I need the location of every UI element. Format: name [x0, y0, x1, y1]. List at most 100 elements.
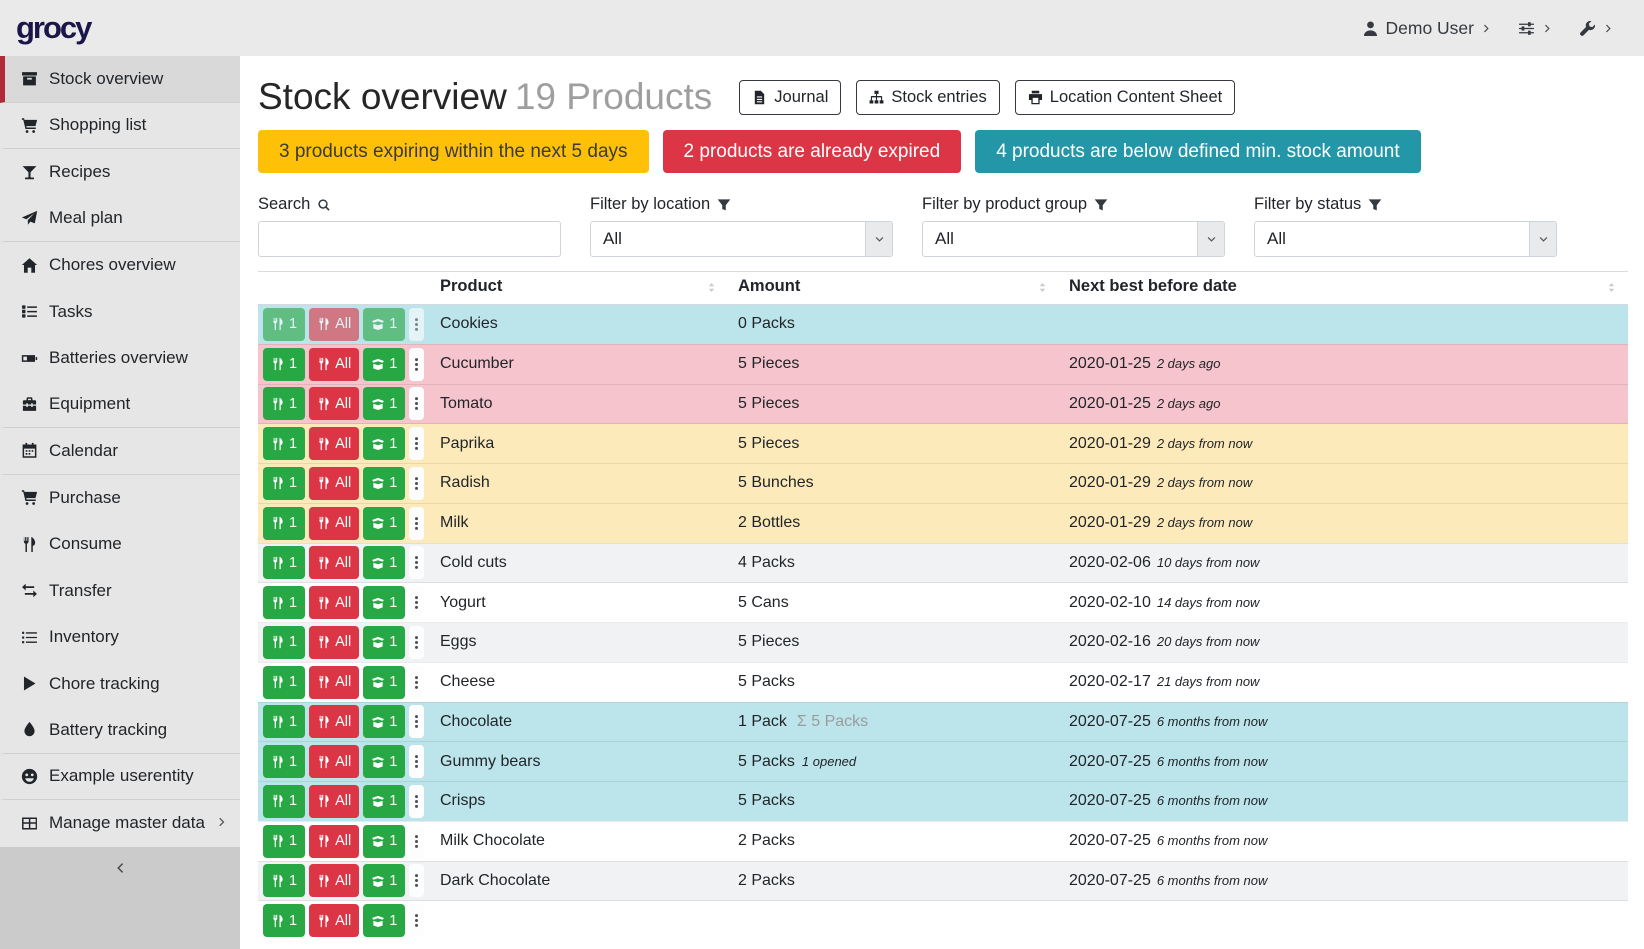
sidebar-item[interactable]: Shopping list — [0, 103, 240, 149]
sidebar-item[interactable]: Equipment — [0, 382, 240, 428]
sidebar-item[interactable]: Recipes — [0, 149, 240, 196]
sidebar-item[interactable]: Meal plan — [0, 196, 240, 242]
open-one-button[interactable]: 1 — [363, 625, 406, 659]
sidebar-item[interactable]: Inventory — [0, 614, 240, 661]
search-input[interactable] — [258, 221, 561, 257]
location-content-sheet-button[interactable]: Location Content Sheet — [1014, 79, 1236, 115]
column-header[interactable]: Product — [430, 271, 728, 305]
consume-all-button[interactable]: All — [309, 387, 360, 421]
consume-all-button[interactable]: All — [309, 427, 360, 461]
angle-left-icon[interactable] — [113, 861, 127, 949]
row-menu-button[interactable] — [409, 625, 425, 659]
location-filter-select[interactable]: All — [590, 221, 893, 257]
consume-all-button[interactable]: All — [309, 904, 360, 938]
open-one-button[interactable]: 1 — [363, 705, 406, 739]
column-header[interactable]: Amount — [728, 271, 1059, 305]
row-menu-button[interactable] — [409, 784, 425, 818]
consume-one-button[interactable]: 1 — [263, 546, 306, 580]
sidebar-item[interactable]: Example userentity — [0, 754, 240, 800]
row-menu-button[interactable] — [409, 904, 425, 938]
row-menu-button[interactable] — [409, 506, 425, 540]
open-one-button[interactable]: 1 — [363, 745, 406, 779]
consume-all-button[interactable]: All — [309, 824, 360, 858]
consume-one-button[interactable]: 1 — [263, 586, 306, 620]
open-one-button[interactable]: 1 — [363, 864, 406, 898]
consume-one-button[interactable]: 1 — [263, 784, 306, 818]
sidebar-item[interactable]: Manage master data — [0, 800, 240, 847]
sidebar-item[interactable]: Purchase — [0, 475, 240, 522]
row-menu-button[interactable] — [409, 347, 425, 381]
consume-one-button[interactable]: 1 — [263, 625, 306, 659]
sidebar-item[interactable]: Battery tracking — [0, 707, 240, 754]
grocy-logo[interactable]: grocy — [16, 10, 92, 45]
consume-one-button[interactable]: 1 — [263, 824, 306, 858]
open-one-button[interactable]: 1 — [363, 546, 406, 580]
open-one-button[interactable]: 1 — [363, 586, 406, 620]
column-header[interactable]: Next best before date — [1059, 271, 1628, 305]
journal-button[interactable]: Journal — [739, 79, 842, 115]
sidebar-item[interactable]: Chores overview — [0, 242, 240, 289]
sidebar-item[interactable]: Tasks — [0, 289, 240, 336]
consume-one-button[interactable]: 1 — [263, 466, 306, 500]
sidebar-item[interactable]: Consume — [0, 521, 240, 568]
sort-icon[interactable] — [705, 280, 718, 299]
sidebar-item[interactable]: Chore tracking — [0, 661, 240, 708]
admin-menu[interactable] — [1579, 20, 1614, 37]
open-one-button[interactable]: 1 — [363, 824, 406, 858]
user-menu[interactable]: Demo User — [1362, 18, 1493, 39]
consume-one-button[interactable]: 1 — [263, 506, 306, 540]
sidebar-item[interactable]: Transfer — [0, 568, 240, 615]
row-menu-button[interactable] — [409, 427, 425, 461]
settings-menu[interactable] — [1518, 20, 1553, 37]
sort-icon[interactable] — [1605, 280, 1618, 299]
row-menu-button[interactable] — [409, 864, 425, 898]
consume-one-button[interactable]: 1 — [263, 307, 306, 341]
consume-all-button[interactable]: All — [309, 864, 360, 898]
consume-all-button[interactable]: All — [309, 705, 360, 739]
row-menu-button[interactable] — [409, 665, 425, 699]
consume-one-button[interactable]: 1 — [263, 347, 306, 381]
consume-all-button[interactable]: All — [309, 506, 360, 540]
open-one-button[interactable]: 1 — [363, 347, 406, 381]
consume-all-button[interactable]: All — [309, 546, 360, 580]
stock-alert[interactable]: 2 products are already expired — [662, 130, 962, 173]
consume-one-button[interactable]: 1 — [263, 705, 306, 739]
consume-one-button[interactable]: 1 — [263, 904, 306, 938]
consume-one-button[interactable]: 1 — [263, 387, 306, 421]
stock-entries-button[interactable]: Stock entries — [856, 79, 1000, 115]
open-one-button[interactable]: 1 — [363, 784, 406, 818]
open-one-button[interactable]: 1 — [363, 466, 406, 500]
open-one-button[interactable]: 1 — [363, 307, 406, 341]
row-menu-button[interactable] — [409, 824, 425, 858]
row-menu-button[interactable] — [409, 387, 425, 421]
consume-all-button[interactable]: All — [309, 625, 360, 659]
row-menu-button[interactable] — [409, 586, 425, 620]
open-one-button[interactable]: 1 — [363, 427, 406, 461]
stock-alert[interactable]: 4 products are below defined min. stock … — [975, 130, 1421, 173]
sidebar-item[interactable]: Stock overview — [0, 56, 240, 103]
consume-all-button[interactable]: All — [309, 466, 360, 500]
open-one-button[interactable]: 1 — [363, 387, 406, 421]
row-menu-button[interactable] — [409, 745, 425, 779]
consume-one-button[interactable]: 1 — [263, 665, 306, 699]
row-menu-button[interactable] — [409, 546, 425, 580]
product-group-filter-select[interactable]: All — [922, 221, 1225, 257]
open-one-button[interactable]: 1 — [363, 904, 406, 938]
open-one-button[interactable]: 1 — [363, 506, 406, 540]
consume-all-button[interactable]: All — [309, 586, 360, 620]
consume-one-button[interactable]: 1 — [263, 864, 306, 898]
consume-all-button[interactable]: All — [309, 665, 360, 699]
consume-one-button[interactable]: 1 — [263, 745, 306, 779]
open-one-button[interactable]: 1 — [363, 665, 406, 699]
sort-icon[interactable] — [1036, 280, 1049, 299]
stock-alert[interactable]: 3 products expiring within the next 5 da… — [258, 130, 649, 173]
status-filter-select[interactable]: All — [1254, 221, 1557, 257]
row-menu-button[interactable] — [409, 705, 425, 739]
sidebar-item[interactable]: Batteries overview — [0, 335, 240, 382]
row-menu-button[interactable] — [409, 466, 425, 500]
sidebar-item[interactable]: Calendar — [0, 428, 240, 475]
consume-one-button[interactable]: 1 — [263, 427, 306, 461]
consume-all-button[interactable]: All — [309, 347, 360, 381]
row-menu-button[interactable] — [409, 307, 425, 341]
consume-all-button[interactable]: All — [309, 784, 360, 818]
